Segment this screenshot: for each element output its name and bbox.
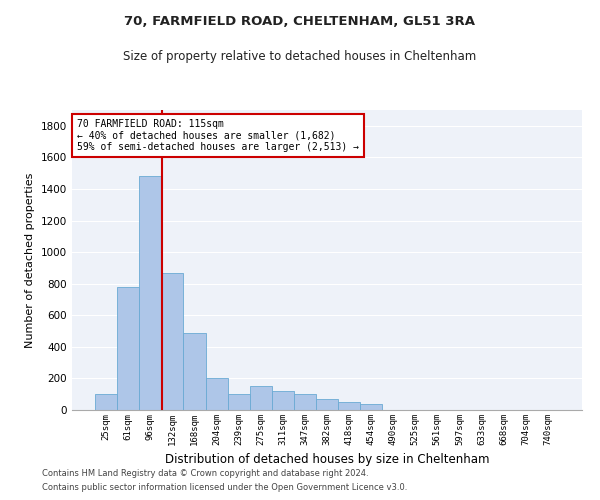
Bar bbox=[206, 378, 227, 410]
Bar bbox=[250, 386, 272, 410]
Bar bbox=[184, 332, 206, 410]
Text: Contains HM Land Registry data © Crown copyright and database right 2024.: Contains HM Land Registry data © Crown c… bbox=[42, 468, 368, 477]
Bar bbox=[117, 287, 139, 410]
Bar bbox=[294, 394, 316, 410]
Bar bbox=[139, 176, 161, 410]
Bar bbox=[161, 272, 184, 410]
Text: 70, FARMFIELD ROAD, CHELTENHAM, GL51 3RA: 70, FARMFIELD ROAD, CHELTENHAM, GL51 3RA bbox=[125, 15, 476, 28]
Y-axis label: Number of detached properties: Number of detached properties bbox=[25, 172, 35, 348]
Bar bbox=[272, 391, 294, 410]
Bar bbox=[95, 394, 117, 410]
Text: Size of property relative to detached houses in Cheltenham: Size of property relative to detached ho… bbox=[124, 50, 476, 63]
Bar bbox=[316, 399, 338, 410]
X-axis label: Distribution of detached houses by size in Cheltenham: Distribution of detached houses by size … bbox=[165, 454, 489, 466]
Text: 70 FARMFIELD ROAD: 115sqm
← 40% of detached houses are smaller (1,682)
59% of se: 70 FARMFIELD ROAD: 115sqm ← 40% of detac… bbox=[77, 119, 359, 152]
Bar bbox=[360, 404, 382, 410]
Text: Contains public sector information licensed under the Open Government Licence v3: Contains public sector information licen… bbox=[42, 484, 407, 492]
Bar bbox=[338, 402, 360, 410]
Bar bbox=[227, 394, 250, 410]
